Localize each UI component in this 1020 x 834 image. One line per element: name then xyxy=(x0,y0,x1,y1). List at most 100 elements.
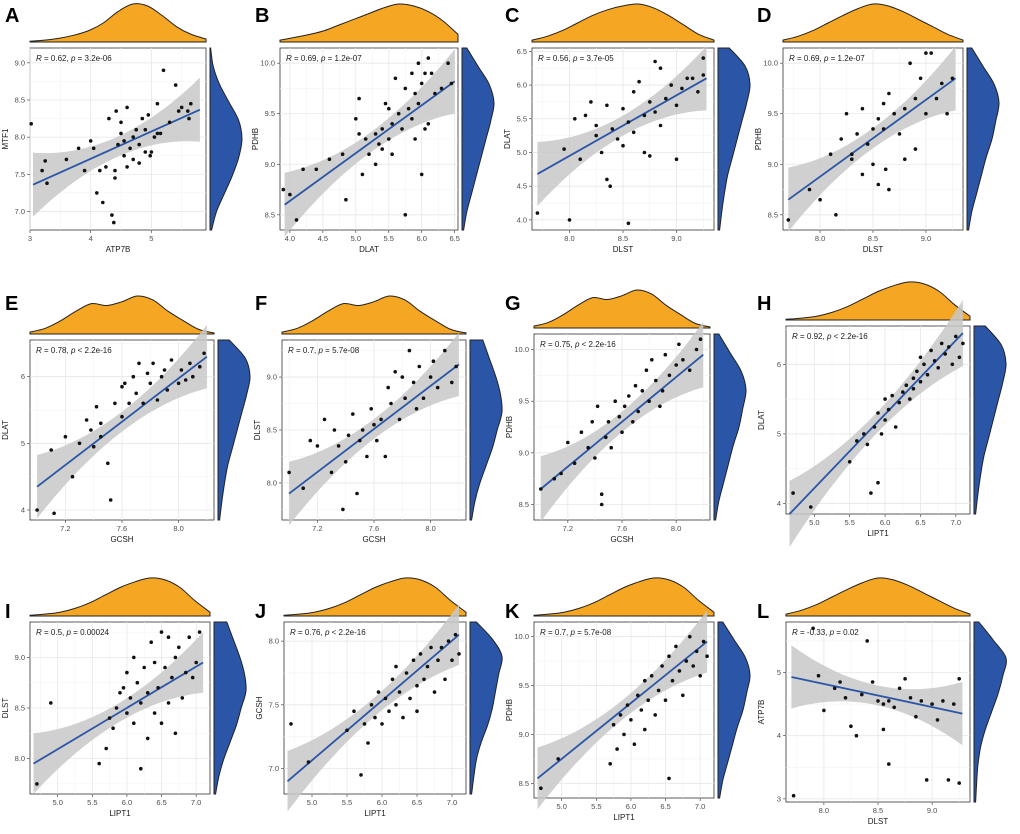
data-point xyxy=(559,471,563,476)
data-point xyxy=(122,139,126,143)
data-point xyxy=(113,176,117,180)
data-point xyxy=(418,652,423,656)
data-point xyxy=(615,137,620,141)
data-point xyxy=(140,116,145,121)
data-point xyxy=(40,168,44,173)
regression-line xyxy=(286,634,460,782)
data-point xyxy=(95,191,99,195)
data-point xyxy=(701,73,706,77)
stat-r-eq: = xyxy=(294,346,303,355)
data-point xyxy=(957,677,961,681)
right-density xyxy=(217,339,251,521)
x-tick-label: 4 xyxy=(89,234,93,243)
data-point xyxy=(357,132,361,136)
data-point xyxy=(854,733,859,738)
y-tick-label: 9.5 xyxy=(265,109,275,118)
data-point xyxy=(322,417,327,422)
data-point xyxy=(159,630,164,634)
data-point xyxy=(934,96,939,101)
stat-p-value: 5.7e-08 xyxy=(584,628,612,637)
x-tick-label: 7.6 xyxy=(617,524,627,533)
data-point xyxy=(403,213,408,217)
x-tick-label: 6.5 xyxy=(660,802,670,811)
data-point xyxy=(357,96,361,101)
data-point xyxy=(539,786,543,790)
data-point xyxy=(696,90,700,94)
data-point xyxy=(791,793,796,798)
data-point xyxy=(149,640,153,644)
y-tick-label: 9.0 xyxy=(519,448,529,457)
stat-p-sign: = xyxy=(323,346,332,355)
data-point xyxy=(135,680,140,685)
data-point xyxy=(915,369,919,374)
data-point xyxy=(411,380,416,385)
stat-r-symbol: R xyxy=(288,346,294,355)
data-point xyxy=(552,476,557,481)
data-point xyxy=(184,670,188,675)
data-point xyxy=(957,781,961,785)
data-point xyxy=(421,396,426,401)
x-tick-label: 7.2 xyxy=(563,524,573,533)
stat-p-value: 1.2e-07 xyxy=(838,54,866,63)
data-point xyxy=(390,677,395,682)
data-point xyxy=(663,698,668,702)
data-point xyxy=(605,103,609,108)
data-point xyxy=(429,71,434,76)
x-tick-label: 6.0 xyxy=(417,234,427,243)
stat-sep: , xyxy=(822,332,826,341)
panel-letter: I xyxy=(5,601,11,623)
data-point xyxy=(148,381,153,386)
stat-p-symbol: p xyxy=(317,346,323,355)
stat-r-eq: = xyxy=(546,628,555,637)
data-point xyxy=(677,669,682,673)
data-point xyxy=(134,391,138,396)
data-point xyxy=(425,664,430,669)
data-point xyxy=(414,407,419,411)
data-point xyxy=(401,715,405,720)
data-point xyxy=(422,677,426,682)
data-point xyxy=(658,123,663,128)
data-point xyxy=(705,654,709,658)
stat-sep: , xyxy=(316,54,320,63)
y-tick-label: 9.0 xyxy=(265,160,275,169)
y-tick-label: 9.0 xyxy=(15,58,25,67)
panel-d: D R = 0.69, p = 1.2e-07 8.0 8.5 9.0 8.5 9.0 9.5… xyxy=(754,3,1000,254)
data-point xyxy=(198,364,202,369)
data-point xyxy=(98,168,102,173)
data-point xyxy=(822,708,826,713)
data-point xyxy=(883,167,888,172)
data-point xyxy=(120,414,124,419)
data-point xyxy=(386,385,391,390)
top-density xyxy=(29,3,207,43)
stat-r-value: 0.69 xyxy=(804,54,820,63)
data-point xyxy=(883,418,887,422)
data-point xyxy=(636,693,640,698)
y-tick-label: 10.0 xyxy=(260,59,275,68)
panel-letter: J xyxy=(255,601,266,623)
data-point xyxy=(76,146,81,151)
scatter-points xyxy=(35,630,202,786)
regression-line xyxy=(788,332,964,515)
y-tick-label: 7.5 xyxy=(15,170,25,179)
data-point xyxy=(45,181,49,185)
data-point xyxy=(667,373,672,378)
data-point xyxy=(433,91,437,96)
x-axis-label: GCSH xyxy=(110,535,133,544)
data-point xyxy=(143,127,148,132)
x-tick-label: 8.0 xyxy=(564,234,574,243)
y-tick-label: 9.0 xyxy=(519,730,529,739)
x-tick-label: 8.0 xyxy=(671,524,681,533)
data-point xyxy=(396,111,401,116)
data-point xyxy=(373,162,378,167)
stat-p-value: 0.00024 xyxy=(80,628,109,637)
stat-r-eq: = xyxy=(798,628,807,637)
data-point xyxy=(125,711,129,715)
data-point xyxy=(903,106,907,111)
data-point xyxy=(49,701,53,705)
data-point xyxy=(883,397,887,401)
data-point xyxy=(454,364,458,369)
data-point xyxy=(404,671,409,675)
x-tick-label: 6.0 xyxy=(377,798,387,807)
data-point xyxy=(653,713,657,717)
data-point xyxy=(694,649,699,654)
